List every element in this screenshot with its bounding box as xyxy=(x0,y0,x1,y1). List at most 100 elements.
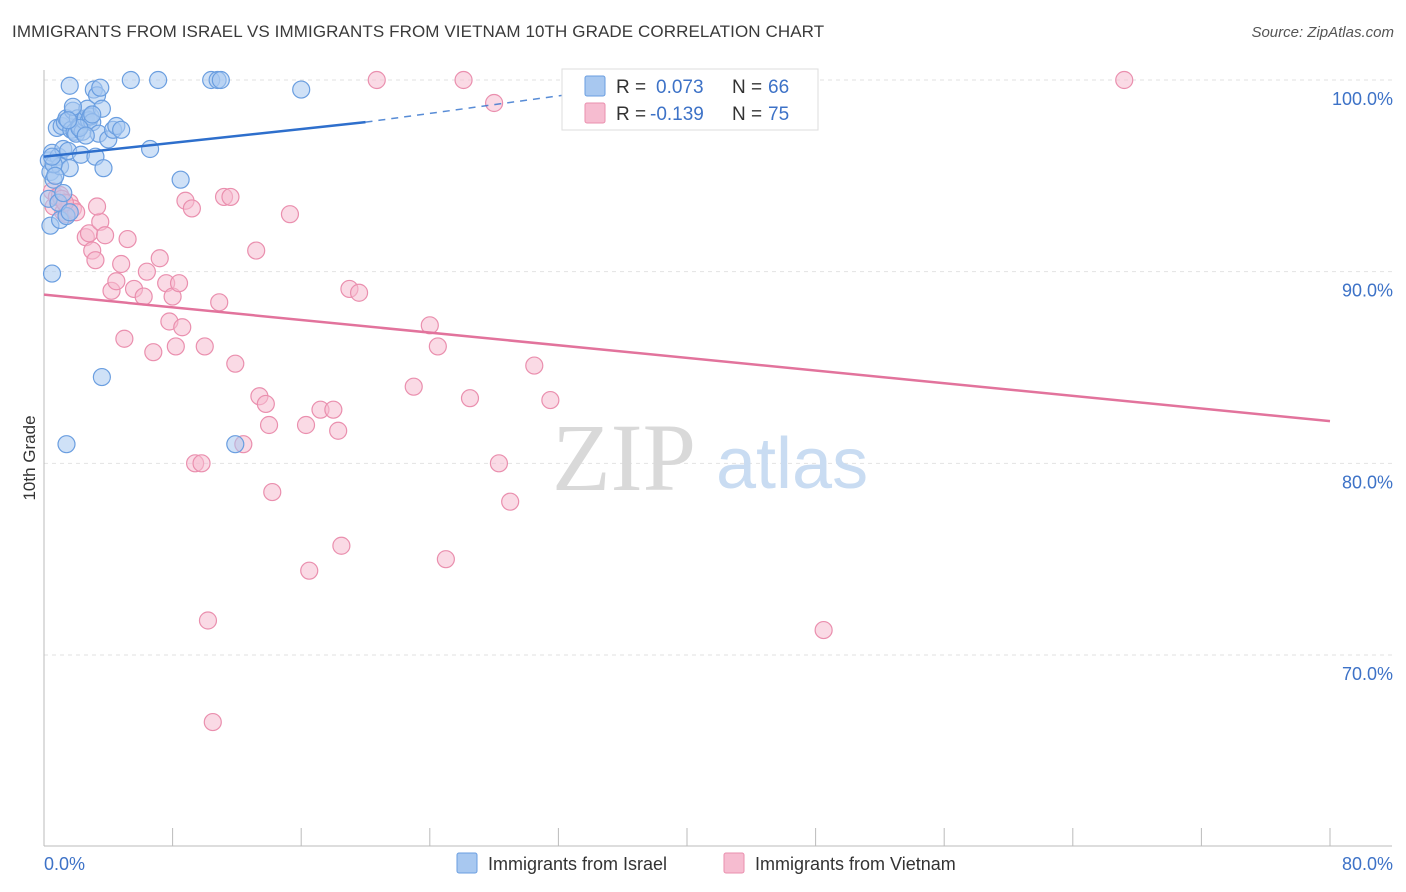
israel-point-64 xyxy=(59,111,78,130)
israel-point-49 xyxy=(292,80,311,99)
vietnam-point-73 xyxy=(87,197,107,216)
stats-swatch-vietnam xyxy=(584,102,606,124)
legend-label-vietnam: Immigrants from Vietnam xyxy=(755,854,956,874)
vietnam-point-35 xyxy=(192,454,211,473)
vietnam-point-67 xyxy=(501,492,520,511)
vietnam-point-64 xyxy=(460,389,480,408)
israel-point-48 xyxy=(60,76,79,95)
vietnam-point-50 xyxy=(296,415,316,435)
vietnam-point-31 xyxy=(173,318,192,337)
israel-trend-line xyxy=(43,120,366,158)
x-tick-label-min: 0.0% xyxy=(44,854,85,874)
vietnam-point-14 xyxy=(86,251,105,270)
vietnam-point-33 xyxy=(182,199,201,218)
vietnam-point-19 xyxy=(112,254,131,274)
stats-n-label-israel: N = xyxy=(732,77,762,98)
vietnam-point-37 xyxy=(198,611,218,630)
vietnam-point-49 xyxy=(280,205,300,224)
stats-r-value-israel: 0.073 xyxy=(656,77,704,98)
israel-point-36 xyxy=(94,159,113,178)
chart-title: IMMIGRANTS FROM ISRAEL VS IMMIGRANTS FRO… xyxy=(12,22,825,41)
stats-n-value-vietnam: 75 xyxy=(768,104,789,125)
vietnam-point-66 xyxy=(489,454,509,473)
israel-point-43 xyxy=(149,70,168,90)
x-tick-label-max: 80.0% xyxy=(1342,854,1393,874)
israel-point-63 xyxy=(46,166,65,185)
israel-point-44 xyxy=(171,170,190,189)
vietnam-point-46 xyxy=(256,394,275,414)
stats-swatch-israel xyxy=(584,75,606,97)
vietnam-point-38 xyxy=(203,712,222,732)
vietnam-point-53 xyxy=(324,400,343,419)
stats-r-label-israel: R = xyxy=(616,77,646,98)
vietnam-point-55 xyxy=(332,536,351,555)
chart-source: Source: ZipAtlas.com xyxy=(1251,24,1394,41)
vietnam-point-30 xyxy=(169,274,189,293)
vietnam-point-36 xyxy=(195,337,214,356)
stats-r-value-vietnam: -0.139 xyxy=(650,104,704,125)
israel-point-41 xyxy=(121,70,140,90)
vietnam-point-65 xyxy=(485,93,504,113)
israel-point-56 xyxy=(83,105,102,124)
vietnam-point-70 xyxy=(814,620,833,640)
vietnam-point-20 xyxy=(118,229,137,249)
israel-point-59 xyxy=(60,203,79,222)
watermark-atlas: atlas xyxy=(716,424,868,504)
legend-swatch-vietnam xyxy=(723,852,745,874)
vietnam-point-57 xyxy=(349,283,369,302)
stats-n-value-israel: 66 xyxy=(768,77,789,98)
israel-point-55 xyxy=(76,126,95,145)
vietnam-point-51 xyxy=(300,561,319,580)
vietnam-point-22 xyxy=(134,287,153,306)
y-tick-label-1: 90.0% xyxy=(1342,281,1393,301)
y-tick-label-2: 80.0% xyxy=(1342,472,1393,492)
israel-point-40 xyxy=(112,120,131,139)
vietnam-point-74 xyxy=(115,329,134,348)
stats-r-label-vietnam: R = xyxy=(616,104,646,125)
stats-n-label-vietnam: N = xyxy=(732,104,762,125)
vietnam-point-61 xyxy=(428,337,447,356)
israel-point-58 xyxy=(54,183,73,203)
vietnam-point-59 xyxy=(404,377,423,396)
vietnam-point-25 xyxy=(150,249,169,268)
vietnam-point-47 xyxy=(259,415,279,435)
vietnam-point-39 xyxy=(210,293,229,312)
legend-swatch-israel xyxy=(456,852,478,874)
vietnam-point-68 xyxy=(525,356,544,375)
y-tick-label-3: 70.0% xyxy=(1342,664,1393,684)
vietnam-point-42 xyxy=(226,354,245,373)
vietnam-point-41 xyxy=(221,187,240,207)
point-layer xyxy=(39,70,1134,732)
israel-point-6 xyxy=(42,264,62,283)
watermark-zip: ZIP xyxy=(552,404,696,511)
legend-label-israel: Immigrants from Israel xyxy=(488,854,667,874)
vietnam-point-18 xyxy=(107,272,126,291)
grid-layer xyxy=(44,79,1392,656)
israel-point-62 xyxy=(226,435,245,454)
watermark: ZIP atlas xyxy=(552,404,868,511)
vietnam-point-48 xyxy=(263,482,282,502)
trend-layer xyxy=(43,90,1331,423)
vietnam-point-16 xyxy=(95,226,115,245)
vietnam-point-58 xyxy=(367,70,386,90)
israel-point-47 xyxy=(211,70,230,90)
y-tick-label-0: 100.0% xyxy=(1332,89,1393,109)
vietnam-point-24 xyxy=(144,343,163,362)
axis-layer: 100.0% 90.0% 80.0% 70.0% 0.0% 80.0% xyxy=(43,70,1393,874)
vietnam-point-63 xyxy=(454,70,473,90)
vietnam-point-54 xyxy=(329,421,348,440)
vietnam-point-23 xyxy=(137,262,156,281)
israel-point-34 xyxy=(91,78,110,97)
vietnam-point-44 xyxy=(247,241,266,260)
israel-point-60 xyxy=(92,367,111,387)
israel-point-61 xyxy=(57,435,76,454)
israel-trend-extension xyxy=(365,90,591,123)
vietnam-trend-line xyxy=(43,293,1331,423)
vietnam-point-29 xyxy=(166,337,185,356)
stats-box: R = 0.073 N = 66 R = -0.139 N = 75 xyxy=(561,68,819,131)
legend: Immigrants from Israel Immigrants from V… xyxy=(456,852,956,874)
vietnam-point-69 xyxy=(541,390,560,410)
vietnam-point-62 xyxy=(436,550,455,569)
israel-point-42 xyxy=(140,139,160,159)
